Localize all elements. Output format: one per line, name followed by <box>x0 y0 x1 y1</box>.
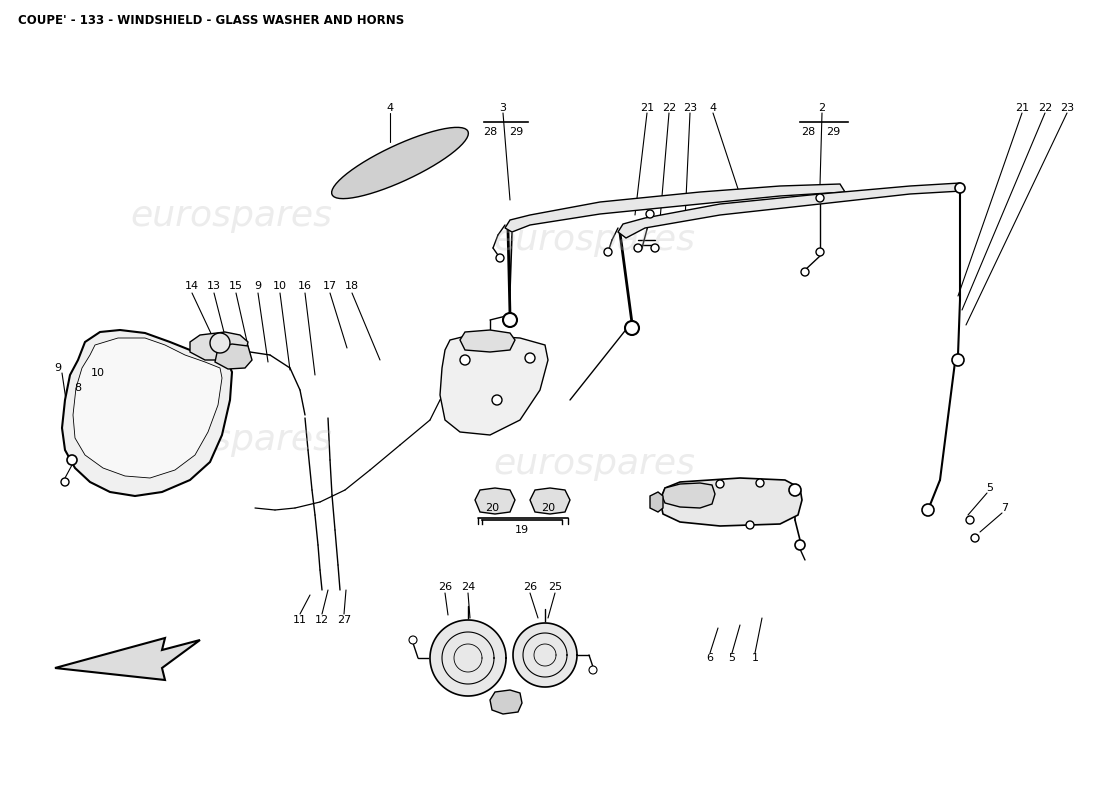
Circle shape <box>210 333 230 353</box>
Text: 23: 23 <box>683 103 697 113</box>
Text: 10: 10 <box>91 368 104 378</box>
Circle shape <box>756 479 764 487</box>
Polygon shape <box>660 478 802 526</box>
Text: 21: 21 <box>1015 103 1030 113</box>
Text: 28: 28 <box>483 127 497 137</box>
Circle shape <box>625 321 639 335</box>
Circle shape <box>634 244 642 252</box>
Text: 20: 20 <box>541 503 556 513</box>
Circle shape <box>955 183 965 193</box>
Polygon shape <box>62 330 232 496</box>
Circle shape <box>525 353 535 363</box>
Text: 21: 21 <box>640 103 654 113</box>
Text: eurospares: eurospares <box>130 199 332 233</box>
Polygon shape <box>214 344 252 369</box>
Text: 22: 22 <box>662 103 676 113</box>
Polygon shape <box>475 488 515 514</box>
Text: eurospares: eurospares <box>493 447 695 481</box>
Polygon shape <box>662 483 715 508</box>
Circle shape <box>922 504 934 516</box>
Circle shape <box>460 355 470 365</box>
Text: 28: 28 <box>801 127 815 137</box>
Text: 16: 16 <box>298 281 312 291</box>
Text: eurospares: eurospares <box>493 223 695 257</box>
Text: 7: 7 <box>1001 503 1009 513</box>
Circle shape <box>492 395 502 405</box>
Circle shape <box>604 248 612 256</box>
Text: 17: 17 <box>323 281 337 291</box>
Text: 8: 8 <box>75 383 81 393</box>
Circle shape <box>746 521 754 529</box>
Polygon shape <box>513 623 578 687</box>
Text: 4: 4 <box>386 103 394 113</box>
Circle shape <box>952 354 964 366</box>
Text: 12: 12 <box>315 615 329 625</box>
Text: 11: 11 <box>293 615 307 625</box>
Polygon shape <box>505 184 845 232</box>
Text: 4: 4 <box>710 103 716 113</box>
Circle shape <box>801 268 808 276</box>
Text: 13: 13 <box>207 281 221 291</box>
Text: 6: 6 <box>706 653 714 663</box>
Polygon shape <box>618 183 962 238</box>
Text: 5: 5 <box>728 653 736 663</box>
Text: 1: 1 <box>751 653 759 663</box>
Circle shape <box>795 540 805 550</box>
Polygon shape <box>332 127 469 198</box>
Text: 2: 2 <box>818 103 826 113</box>
Text: 26: 26 <box>438 582 452 592</box>
Text: 27: 27 <box>337 615 351 625</box>
Text: 3: 3 <box>499 103 506 113</box>
Text: eurospares: eurospares <box>130 423 332 457</box>
Text: 26: 26 <box>522 582 537 592</box>
Polygon shape <box>430 620 506 696</box>
Text: 9: 9 <box>54 363 62 373</box>
Circle shape <box>816 248 824 256</box>
Polygon shape <box>55 638 200 680</box>
Polygon shape <box>73 338 222 478</box>
Circle shape <box>716 480 724 488</box>
Circle shape <box>60 478 69 486</box>
Circle shape <box>409 636 417 644</box>
Polygon shape <box>490 690 522 714</box>
Text: 15: 15 <box>229 281 243 291</box>
Text: 29: 29 <box>826 127 840 137</box>
Text: 22: 22 <box>1038 103 1052 113</box>
Text: 18: 18 <box>345 281 359 291</box>
Text: 19: 19 <box>515 525 529 535</box>
Text: 10: 10 <box>273 281 287 291</box>
Polygon shape <box>190 332 248 360</box>
Circle shape <box>966 516 974 524</box>
Polygon shape <box>440 335 548 435</box>
Text: 23: 23 <box>1060 103 1074 113</box>
Circle shape <box>816 194 824 202</box>
Text: 24: 24 <box>461 582 475 592</box>
Polygon shape <box>530 488 570 514</box>
Text: 20: 20 <box>485 503 499 513</box>
Text: 14: 14 <box>185 281 199 291</box>
Circle shape <box>67 455 77 465</box>
Text: 25: 25 <box>548 582 562 592</box>
Text: 29: 29 <box>509 127 524 137</box>
Circle shape <box>789 484 801 496</box>
Circle shape <box>646 210 654 218</box>
Circle shape <box>588 666 597 674</box>
Circle shape <box>971 534 979 542</box>
Text: 9: 9 <box>254 281 262 291</box>
Polygon shape <box>460 330 515 352</box>
Circle shape <box>651 244 659 252</box>
Circle shape <box>503 313 517 327</box>
Text: COUPE' - 133 - WINDSHIELD - GLASS WASHER AND HORNS: COUPE' - 133 - WINDSHIELD - GLASS WASHER… <box>18 14 405 26</box>
Text: 5: 5 <box>987 483 993 493</box>
Polygon shape <box>650 492 663 512</box>
Circle shape <box>496 254 504 262</box>
